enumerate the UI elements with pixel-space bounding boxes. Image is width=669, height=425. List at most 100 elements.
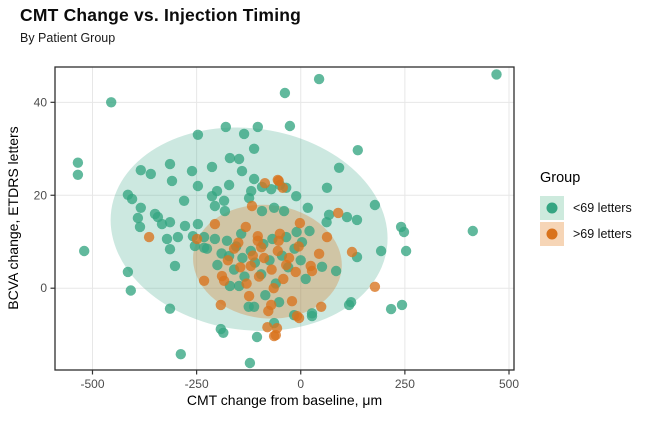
data-point xyxy=(316,261,328,272)
teal-point-icon xyxy=(546,202,558,214)
data-point xyxy=(233,153,245,165)
data-point xyxy=(351,214,363,226)
data-point xyxy=(164,244,176,255)
data-point xyxy=(145,168,156,180)
data-point xyxy=(304,225,315,237)
data-point xyxy=(333,207,344,219)
data-point xyxy=(352,145,363,156)
data-point xyxy=(206,191,218,202)
y-axis-title: BCVA change, ETDRS letters xyxy=(5,126,21,310)
data-point xyxy=(306,265,318,277)
data-point xyxy=(268,283,279,294)
data-point xyxy=(306,308,318,319)
data-point xyxy=(178,195,190,206)
data-point xyxy=(346,246,358,258)
data-point xyxy=(106,97,117,108)
data-point xyxy=(218,195,230,206)
data-point xyxy=(238,128,250,140)
data-point xyxy=(268,202,280,213)
x-tick-label: 0 xyxy=(297,377,304,391)
data-point xyxy=(341,211,353,223)
data-point xyxy=(278,273,289,285)
data-point xyxy=(134,221,146,233)
y-tick-label: 20 xyxy=(34,188,48,202)
data-point xyxy=(164,303,176,314)
data-point xyxy=(398,226,410,238)
data-point xyxy=(293,241,304,252)
data-point xyxy=(295,255,306,266)
data-point xyxy=(284,120,296,132)
data-point xyxy=(369,281,381,292)
chart-subtitle: By Patient Group xyxy=(20,31,116,45)
data-point xyxy=(219,205,231,217)
data-point xyxy=(224,152,236,164)
data-point xyxy=(135,165,146,176)
data-point xyxy=(252,121,263,133)
legend: Group <69 letters >69 letters xyxy=(540,170,632,248)
data-point xyxy=(179,220,191,232)
data-point xyxy=(270,329,281,341)
data-point xyxy=(244,357,256,369)
data-point xyxy=(251,331,263,343)
chart-title: CMT Change vs. Injection Timing xyxy=(20,5,302,25)
data-point xyxy=(369,199,381,211)
data-point xyxy=(248,173,260,185)
data-point xyxy=(291,191,302,202)
data-point xyxy=(293,312,305,324)
data-point xyxy=(247,250,258,261)
data-point xyxy=(294,217,306,229)
legend-item-under69: <69 letters xyxy=(540,196,632,220)
x-tick-label: -250 xyxy=(185,377,209,391)
legend-title: Group xyxy=(540,170,581,186)
x-tick-label: 250 xyxy=(395,377,415,391)
data-point xyxy=(209,218,221,230)
data-point xyxy=(266,299,277,311)
data-point xyxy=(273,235,284,246)
data-point xyxy=(278,205,290,217)
data-point xyxy=(246,200,258,212)
data-point xyxy=(245,260,256,272)
x-tick-label: -500 xyxy=(80,377,104,391)
data-point xyxy=(256,242,267,253)
data-point xyxy=(291,226,302,238)
data-point xyxy=(253,271,265,282)
data-point xyxy=(375,245,387,257)
data-point xyxy=(333,162,345,173)
data-point xyxy=(125,285,136,296)
data-point xyxy=(72,157,84,168)
data-point xyxy=(400,245,412,257)
x-axis-title: CMT change from baseline, μm xyxy=(186,392,383,408)
orange-point-icon xyxy=(546,228,558,240)
data-point xyxy=(132,212,144,224)
data-point xyxy=(209,233,221,245)
data-point xyxy=(321,217,332,228)
data-point xyxy=(273,297,285,308)
data-point xyxy=(321,182,333,193)
data-point xyxy=(235,262,246,273)
data-point xyxy=(258,252,270,264)
data-point xyxy=(237,252,248,264)
data-point xyxy=(266,264,277,275)
x-tick-label: 500 xyxy=(499,377,519,391)
data-point xyxy=(191,233,203,245)
data-point xyxy=(152,211,164,223)
data-point xyxy=(243,290,255,302)
data-point xyxy=(218,275,230,286)
data-point xyxy=(201,243,213,254)
legend-swatch-orange xyxy=(540,222,564,246)
data-point xyxy=(273,175,284,187)
data-point xyxy=(286,296,298,307)
data-point xyxy=(223,179,235,191)
legend-label: <69 letters xyxy=(573,201,632,215)
data-point xyxy=(169,260,181,272)
data-point xyxy=(385,303,397,315)
legend-item-over69: >69 letters xyxy=(540,222,632,246)
data-point xyxy=(72,169,84,180)
data-point xyxy=(260,290,271,301)
data-point xyxy=(302,202,313,213)
data-point xyxy=(135,202,146,213)
data-point xyxy=(218,327,229,338)
data-point xyxy=(241,278,252,289)
data-point xyxy=(343,299,355,311)
